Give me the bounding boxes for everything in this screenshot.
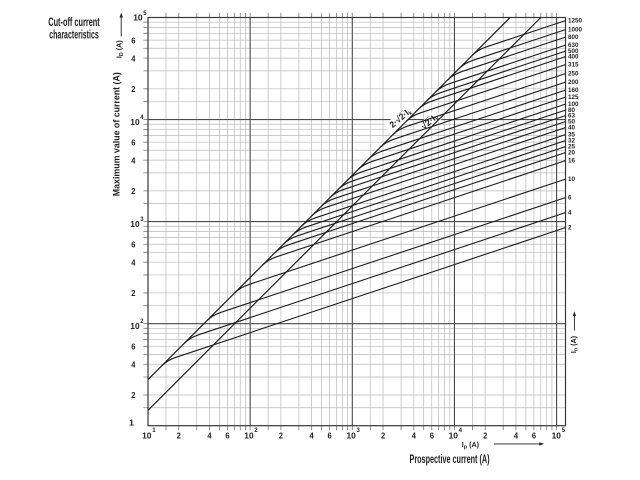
svg-text:2: 2	[483, 431, 487, 441]
svg-text:6: 6	[131, 341, 135, 351]
svg-text:500: 500	[568, 48, 579, 55]
svg-text:10: 10	[142, 431, 152, 441]
svg-text:400: 400	[568, 54, 579, 61]
svg-text:4: 4	[131, 155, 135, 165]
svg-text:Maximum value of current (A): Maximum value of current (A)	[112, 72, 123, 196]
svg-text:20: 20	[568, 150, 576, 157]
svg-text:1: 1	[129, 417, 134, 427]
svg-text:2: 2	[131, 84, 135, 94]
svg-text:6: 6	[131, 35, 135, 45]
svg-text:50: 50	[568, 119, 576, 126]
svg-text:10: 10	[568, 176, 576, 183]
svg-text:35: 35	[568, 132, 576, 139]
svg-text:In (A): In (A)	[569, 335, 580, 353]
svg-text:40: 40	[568, 125, 576, 132]
svg-text:315: 315	[568, 62, 579, 69]
svg-text:10: 10	[133, 13, 143, 23]
svg-text:Prospective current (A): Prospective current (A)	[410, 454, 490, 466]
svg-text:6: 6	[131, 239, 135, 249]
svg-text:6: 6	[131, 137, 135, 147]
svg-text:2: 2	[568, 225, 572, 232]
svg-text:6: 6	[328, 431, 332, 441]
svg-text:6: 6	[532, 431, 536, 441]
svg-text:10: 10	[552, 431, 562, 441]
svg-text:5: 5	[143, 11, 147, 17]
svg-text:3: 3	[357, 428, 361, 434]
svg-text:1: 1	[152, 428, 156, 434]
svg-text:160: 160	[568, 87, 579, 94]
svg-text:10: 10	[449, 431, 459, 441]
svg-text:80: 80	[568, 107, 576, 114]
svg-text:800: 800	[568, 34, 579, 41]
svg-text:100: 100	[568, 101, 579, 108]
svg-text:2: 2	[177, 431, 181, 441]
svg-text:10: 10	[346, 431, 356, 441]
svg-text:6: 6	[225, 431, 229, 441]
svg-text:3: 3	[140, 217, 144, 223]
svg-text:6: 6	[430, 431, 434, 441]
svg-text:200: 200	[568, 79, 579, 86]
svg-text:1000: 1000	[568, 27, 583, 34]
svg-text:250: 250	[568, 71, 579, 78]
svg-text:characteristics: characteristics	[49, 30, 99, 42]
svg-text:10: 10	[130, 219, 140, 229]
svg-text:6: 6	[568, 195, 572, 202]
svg-text:4: 4	[140, 115, 144, 121]
svg-text:2: 2	[381, 431, 385, 441]
svg-text:4: 4	[131, 257, 135, 267]
svg-text:2: 2	[140, 319, 144, 325]
svg-text:2: 2	[131, 288, 135, 298]
svg-text:2: 2	[254, 428, 258, 434]
svg-text:4: 4	[131, 359, 135, 369]
svg-text:4: 4	[412, 431, 416, 441]
svg-text:Ip (A): Ip (A)	[462, 440, 480, 451]
svg-text:630: 630	[568, 42, 579, 49]
svg-text:16: 16	[568, 158, 576, 165]
svg-text:10: 10	[244, 431, 254, 441]
svg-text:4: 4	[568, 210, 572, 217]
svg-text:1250: 1250	[568, 18, 583, 25]
svg-text:63: 63	[568, 113, 576, 120]
svg-text:25: 25	[568, 144, 576, 151]
svg-text:4: 4	[514, 431, 518, 441]
svg-text:32: 32	[568, 138, 576, 145]
svg-text:2: 2	[131, 186, 135, 196]
svg-text:10: 10	[130, 117, 140, 127]
svg-text:2: 2	[131, 390, 135, 400]
svg-text:ID (A): ID (A)	[115, 40, 126, 58]
svg-text:4: 4	[131, 53, 135, 63]
svg-text:4: 4	[310, 431, 314, 441]
svg-text:Cut-off current: Cut-off current	[48, 17, 100, 29]
svg-text:125: 125	[568, 94, 579, 101]
svg-text:2: 2	[279, 431, 283, 441]
svg-text:4: 4	[459, 428, 463, 434]
svg-text:4: 4	[207, 431, 211, 441]
svg-text:5: 5	[562, 428, 566, 434]
svg-text:10: 10	[130, 321, 140, 331]
